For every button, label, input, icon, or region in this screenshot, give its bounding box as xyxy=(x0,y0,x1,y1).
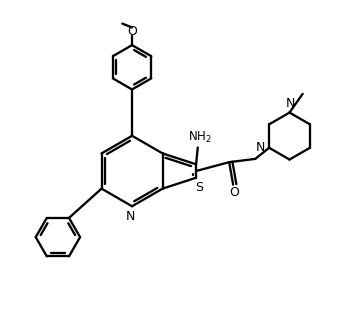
Text: NH$_2$: NH$_2$ xyxy=(188,130,211,145)
Text: N: N xyxy=(286,97,295,110)
Text: N: N xyxy=(255,141,265,154)
Text: N: N xyxy=(126,210,135,222)
Text: O: O xyxy=(127,25,137,38)
Text: O: O xyxy=(230,186,239,199)
Text: S: S xyxy=(195,181,203,194)
